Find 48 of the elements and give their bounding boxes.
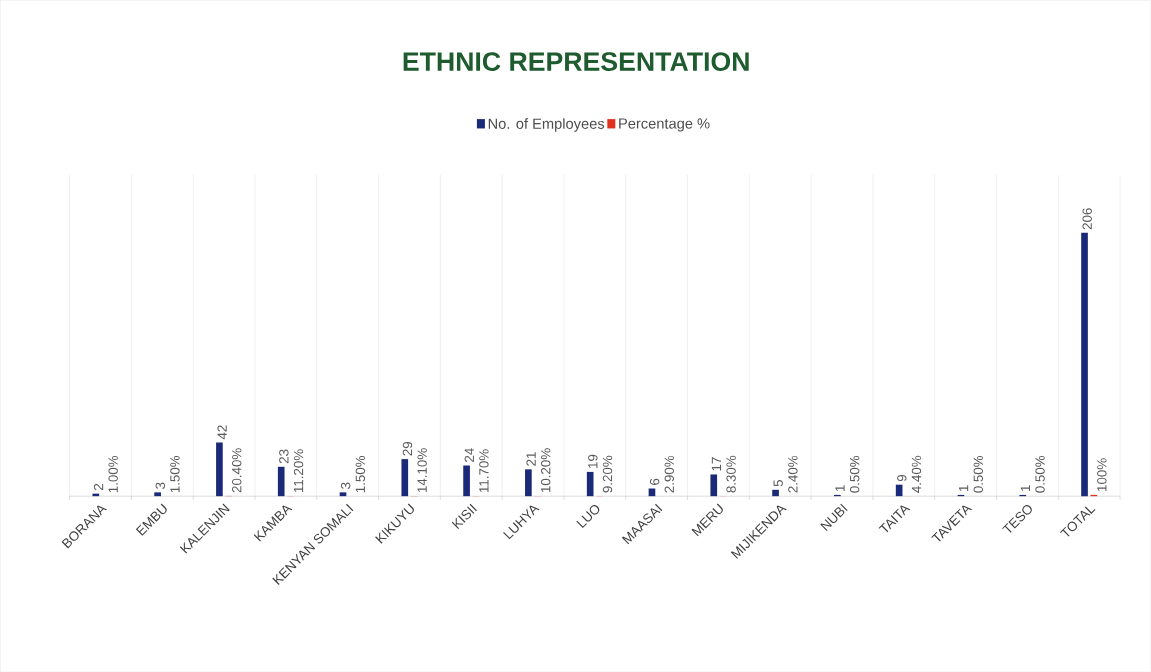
data-label: 19 [588, 454, 598, 468]
data-label: 0.50% [973, 455, 983, 493]
chart-title: ETHNIC REPRESENTATION [403, 51, 749, 71]
data-label: 14.10% [417, 448, 427, 492]
bar [277, 466, 285, 496]
legend-label: Percentage % [619, 118, 710, 132]
data-label: 5 [773, 479, 783, 487]
data-label: 0.50% [849, 455, 860, 493]
data-label: 11.20% [293, 449, 304, 492]
data-label: 9 [897, 474, 907, 481]
data-label: 21 [526, 452, 536, 466]
data-label: 10.20% [541, 448, 551, 492]
data-label: 3 [340, 482, 351, 489]
data-label: 6 [649, 478, 660, 485]
bar [154, 492, 161, 496]
data-label: 17 [711, 457, 722, 471]
bar [463, 465, 470, 496]
data-label: 1.00% [108, 455, 118, 493]
bar [401, 458, 409, 496]
bar [586, 471, 594, 496]
data-label: 8.30% [726, 455, 736, 493]
bar [339, 492, 347, 496]
legend-label: No. of Employees [488, 117, 605, 132]
data-label: 24 [464, 447, 474, 462]
data-label: 0.50% [1035, 455, 1045, 493]
data-label: 11.70% [479, 449, 489, 492]
bar [1081, 232, 1088, 496]
bar [710, 474, 718, 496]
data-label: 29 [402, 441, 413, 456]
data-label: 4.40% [911, 455, 922, 493]
data-label: 2.40% [788, 455, 798, 493]
data-label: 1 [1020, 485, 1030, 491]
data-label: 20.40% [232, 448, 242, 493]
data-label: 206 [1082, 208, 1092, 230]
data-label: 1.50% [170, 455, 180, 492]
data-label: 1 [835, 485, 845, 491]
data-label: 23 [279, 449, 289, 463]
data-label: 2 [93, 483, 104, 490]
data-label: 1 [959, 485, 969, 491]
data-label: 100% [1097, 458, 1107, 491]
data-label: 9.20% [602, 455, 613, 493]
data-label: 1.50% [355, 455, 366, 492]
data-label: 3 [155, 482, 165, 489]
data-label: 42 [217, 425, 227, 440]
data-label: 2.90% [664, 455, 675, 493]
bar [772, 489, 779, 496]
bar [525, 469, 532, 496]
bar [216, 442, 223, 496]
